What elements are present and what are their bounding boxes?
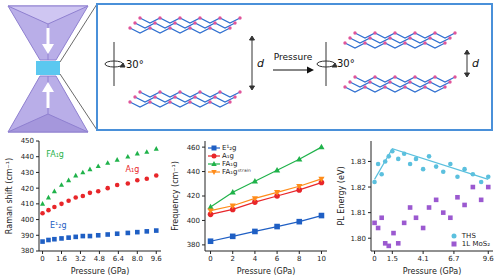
svg-text:380: 380: [187, 241, 200, 249]
svg-text:1.81: 1.81: [350, 209, 366, 217]
html-text:THS: THS: [461, 231, 476, 240]
svg-text:450: 450: [21, 137, 34, 145]
html-text:E¹₂g: E¹₂g: [222, 143, 237, 152]
svg-text:440: 440: [187, 168, 200, 176]
svg-text:1.82: 1.82: [350, 184, 366, 192]
svg-text:400: 400: [21, 216, 34, 224]
svg-text:10: 10: [317, 255, 326, 263]
svg-text:Pressure: Pressure: [274, 52, 313, 62]
svg-text:Pressure (GPa): Pressure (GPa): [237, 267, 296, 276]
svg-text:0: 0: [40, 255, 44, 263]
svg-text:390: 390: [21, 232, 34, 240]
svg-text:6.7: 6.7: [448, 255, 459, 263]
svg-text:6.4: 6.4: [113, 255, 125, 263]
html-text:A₁g: A₁g: [222, 151, 234, 160]
svg-text:Frequency (cm⁻¹): Frequency (cm⁻¹): [171, 161, 180, 231]
html-text:FA₁gˢᵗʳᵃⁱⁿ: FA₁gˢᵗʳᵃⁱⁿ: [222, 167, 251, 176]
svg-text:4.1: 4.1: [418, 255, 429, 263]
svg-text:440: 440: [21, 153, 34, 161]
svg-text:4: 4: [253, 255, 258, 263]
svg-text:8: 8: [297, 255, 301, 263]
svg-text:30°: 30°: [337, 58, 355, 69]
svg-text:6: 6: [275, 255, 280, 263]
svg-text:30°: 30°: [126, 59, 144, 70]
svg-text:9.6: 9.6: [483, 255, 495, 263]
svg-text:0: 0: [372, 255, 376, 263]
svg-text:1.83: 1.83: [350, 158, 366, 166]
svg-text:Pressure (GPa): Pressure (GPa): [403, 267, 462, 276]
svg-text:410: 410: [21, 200, 34, 208]
svg-text:PL Energy (eV): PL Energy (eV): [337, 166, 346, 225]
html-text:1L MoS₂: 1L MoS₂: [461, 239, 490, 248]
svg-text:9.6: 9.6: [151, 255, 163, 263]
svg-text:1.80: 1.80: [350, 235, 366, 243]
svg-text:1.6: 1.6: [56, 255, 68, 263]
svg-text:d: d: [472, 57, 480, 70]
svg-text:420: 420: [187, 192, 200, 200]
svg-text:8.0: 8.0: [132, 255, 143, 263]
svg-text:0: 0: [208, 255, 212, 263]
svg-text:430: 430: [21, 169, 34, 177]
html-text:FA₁g: FA₁g: [46, 150, 64, 160]
html-text:E¹₂g: E¹₂g: [50, 220, 67, 230]
svg-text:420: 420: [21, 185, 34, 193]
svg-text:460: 460: [187, 144, 200, 152]
svg-text:400: 400: [187, 217, 200, 225]
svg-text:380: 380: [21, 247, 34, 255]
html-text:A₁g: A₁g: [125, 164, 140, 174]
svg-text:Raman shift (cm⁻¹): Raman shift (cm⁻¹): [5, 158, 14, 234]
html-text:FA₁g: FA₁g: [222, 159, 238, 168]
svg-text:1.5: 1.5: [387, 255, 398, 263]
svg-text:2: 2: [230, 255, 234, 263]
svg-text:Pressure (GPa): Pressure (GPa): [71, 267, 130, 276]
svg-text:d: d: [257, 57, 265, 70]
svg-text:4.8: 4.8: [94, 255, 105, 263]
svg-text:3.2: 3.2: [75, 255, 86, 263]
